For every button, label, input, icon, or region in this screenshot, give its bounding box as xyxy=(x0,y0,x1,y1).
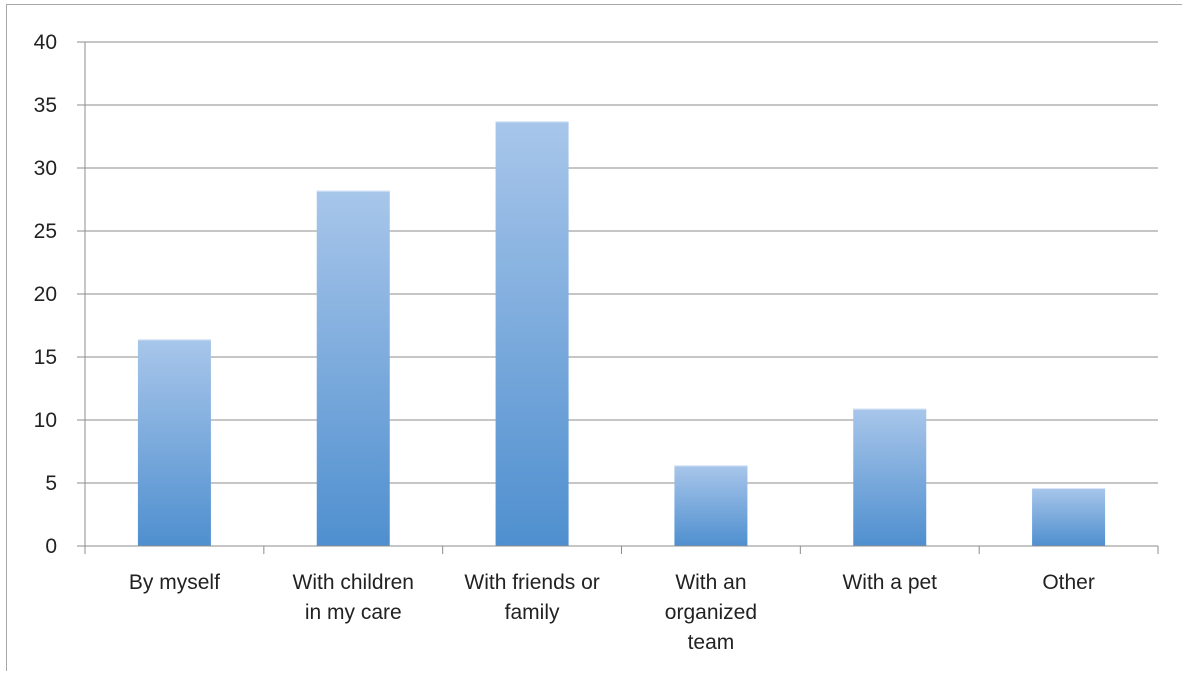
x-category-label-line: By myself xyxy=(129,571,220,594)
x-category-label-line: With an xyxy=(675,571,746,594)
x-category-label-2: With friends or family xyxy=(464,571,599,624)
y-tick-label-40: 40 xyxy=(34,31,57,54)
x-category-label-line: With friends or xyxy=(464,571,599,594)
x-category-label-line: family xyxy=(505,601,560,624)
y-tick-label-35: 35 xyxy=(34,94,57,117)
y-tick-label-5: 5 xyxy=(45,472,57,495)
x-category-label-line: Other xyxy=(1042,571,1095,594)
y-tick-label-15: 15 xyxy=(34,346,57,369)
x-category-label-5: Other xyxy=(1042,571,1095,594)
bar-3 xyxy=(674,465,748,546)
bar-2 xyxy=(495,121,569,546)
x-category-label-line: organized xyxy=(665,601,757,624)
bar-1 xyxy=(316,190,390,546)
chart-frame xyxy=(6,4,1182,671)
y-tick-label-0: 0 xyxy=(45,535,57,558)
x-category-label-0: By myself xyxy=(129,571,220,594)
x-category-label-line: team xyxy=(688,631,735,654)
y-tick-label-10: 10 xyxy=(34,409,57,432)
y-tick-label-30: 30 xyxy=(34,157,57,180)
x-category-label-3: With an organized team xyxy=(665,571,757,654)
x-category-label-4: With a pet xyxy=(842,571,937,594)
bar-0 xyxy=(137,339,211,546)
bar-5 xyxy=(1032,488,1106,546)
y-tick-label-25: 25 xyxy=(34,220,57,243)
x-category-label-line: With children xyxy=(293,571,414,594)
y-tick-label-20: 20 xyxy=(34,283,57,306)
bar-4 xyxy=(853,408,927,546)
x-category-label-line: in my care xyxy=(305,601,402,624)
x-category-label-1: With children in my care xyxy=(293,571,414,624)
x-category-label-line: With a pet xyxy=(842,571,937,594)
